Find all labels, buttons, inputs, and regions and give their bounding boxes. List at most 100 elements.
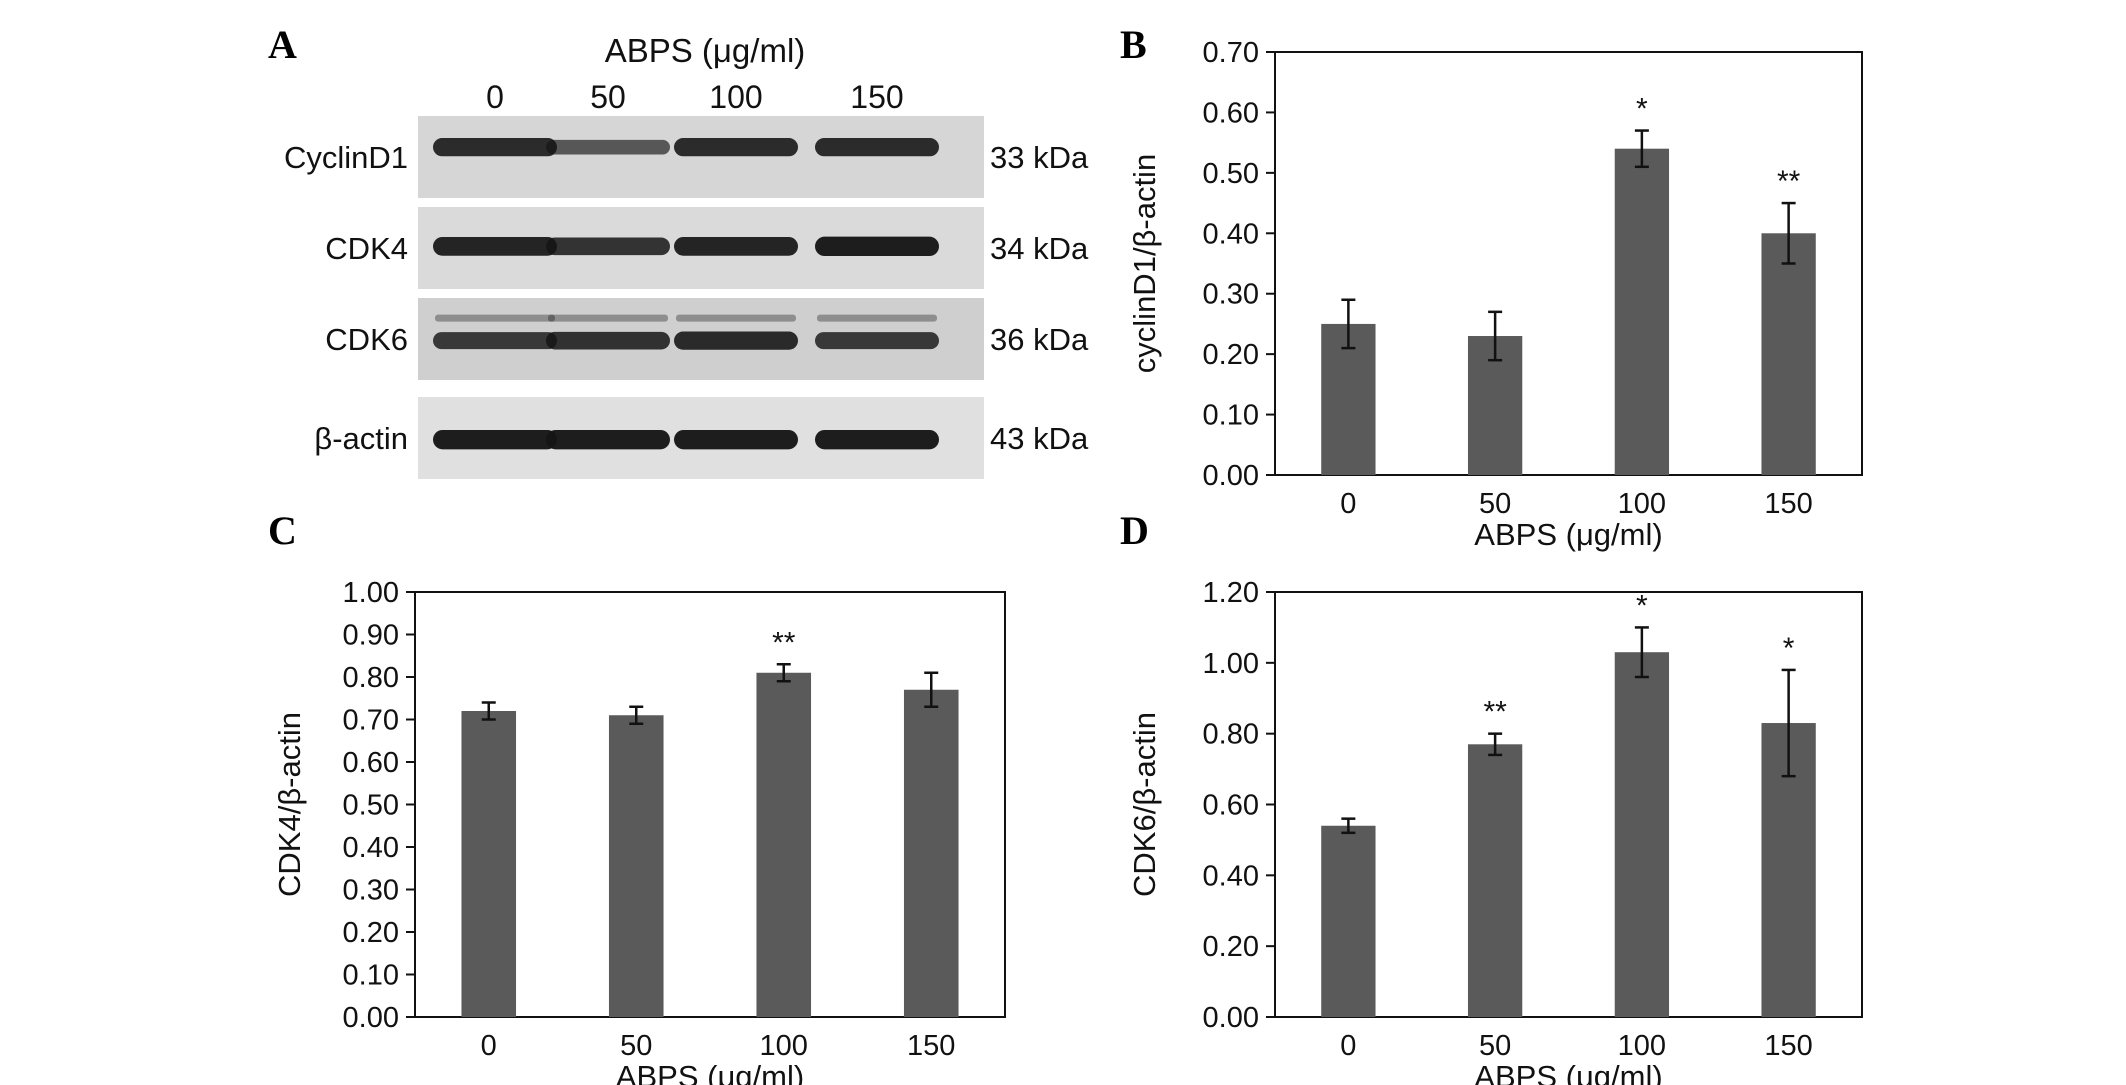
y-tick-label: 1.20 (1203, 577, 1259, 609)
blot-row: β-actin 43 kDa (314, 397, 1089, 479)
blot-band (433, 236, 557, 256)
panel-label: D (1120, 508, 1149, 553)
x-tick-label: 100 (1618, 488, 1666, 520)
blot-band-upper (676, 314, 796, 322)
y-tick-label: 1.00 (343, 577, 399, 609)
y-tick-label: 1.00 (1203, 648, 1259, 680)
blot-band (546, 139, 670, 155)
y-tick-label: 0.80 (343, 662, 399, 694)
chart-panel-d: D 0.00 0.20 0.40 0.60 0.80 1.00 1.20 0 ** 50 * 100 * 1… (1120, 508, 1863, 1085)
x-axis-label: ABPS (μg/ml) (1474, 1059, 1662, 1085)
blot-row: CDK4 34 kDa (325, 207, 1089, 289)
bar (756, 672, 812, 1017)
blot-band (674, 429, 798, 450)
y-tick-label: 0.10 (343, 960, 399, 992)
bar (1761, 233, 1816, 475)
y-tick-label: 0.00 (343, 1002, 399, 1034)
blot-protein-label: CDK6 (325, 322, 408, 357)
significance-marker: * (1783, 632, 1795, 665)
significance-marker: ** (1483, 696, 1507, 729)
blot-size-label: 33 kDa (990, 140, 1089, 175)
y-tick-label: 0.60 (343, 747, 399, 779)
blot-size-label: 34 kDa (990, 231, 1089, 266)
panel-label: B (1120, 22, 1147, 67)
blot-size-label: 36 kDa (990, 322, 1089, 357)
bar (903, 689, 959, 1017)
blot-protein-label: β-actin (314, 421, 408, 456)
y-tick-label: 0.20 (1203, 931, 1259, 963)
blot-band (815, 138, 939, 157)
x-axis-label: ABPS (μg/ml) (1474, 517, 1662, 552)
western-blot-panel: A ABPS (μg/ml) 0 50 100 150 CyclinD1 33 kDaC… (268, 22, 1089, 479)
blot-band (546, 331, 670, 350)
blot-lane-label: 150 (850, 79, 903, 115)
y-axis-label: CDK4/β-actin (272, 712, 307, 897)
chart-panel-c: C 0.00 0.10 0.20 0.30 0.40 0.50 0.60 0.70 0.80 0.9… (268, 508, 1006, 1085)
y-tick-label: 0.90 (343, 620, 399, 652)
y-tick-label: 0.70 (343, 705, 399, 737)
x-tick-label: 100 (760, 1030, 808, 1062)
x-tick-label: 150 (907, 1030, 955, 1062)
x-tick-label: 50 (1479, 1030, 1511, 1062)
blot-size-label: 43 kDa (990, 421, 1089, 456)
y-tick-label: 0.00 (1203, 460, 1259, 492)
significance-marker: * (1636, 93, 1648, 126)
significance-marker: ** (1777, 165, 1801, 198)
blot-band-upper (548, 314, 668, 322)
y-tick-label: 0.50 (343, 790, 399, 822)
y-tick-label: 0.20 (1203, 339, 1259, 371)
x-tick-label: 100 (1618, 1030, 1666, 1062)
y-axis-label: CDK6/β-actin (1127, 712, 1162, 897)
bar (461, 711, 517, 1017)
y-tick-label: 0.80 (1203, 719, 1259, 751)
plot-frame (1274, 51, 1863, 476)
blot-band-upper (817, 314, 937, 322)
x-tick-label: 150 (1764, 1030, 1812, 1062)
y-tick-label: 0.40 (343, 832, 399, 864)
y-tick-label: 0.20 (343, 917, 399, 949)
blot-band-upper (435, 314, 555, 322)
blot-band (815, 236, 939, 257)
blot-protein-label: CDK4 (325, 231, 408, 266)
y-tick-label: 0.10 (1203, 400, 1259, 432)
y-tick-label: 0.30 (343, 875, 399, 907)
y-tick-label: 0.50 (1203, 158, 1259, 190)
bar (1614, 148, 1670, 475)
chart-panel-b: B 0.00 0.10 0.20 0.30 0.40 0.50 0.60 0.70 0 50 * 100… (1120, 22, 1863, 552)
x-tick-label: 0 (1340, 488, 1356, 520)
blot-lane-label: 0 (486, 79, 504, 115)
y-tick-label: 0.70 (1203, 37, 1259, 69)
y-tick-label: 0.30 (1203, 279, 1259, 311)
blot-band (815, 332, 939, 350)
blot-rows: CyclinD1 33 kDa CDK4 34 kDa CDK6 36 kDa β-acti… (284, 116, 1089, 479)
x-tick-label: 0 (481, 1030, 497, 1062)
y-tick-label: 0.40 (1203, 218, 1259, 250)
panel-label: C (268, 508, 297, 553)
blot-row: CyclinD1 33 kDa (284, 116, 1089, 198)
blot-band (433, 332, 557, 350)
blot-lane-label: 100 (709, 79, 762, 115)
blot-lane-labels: 0 50 100 150 (486, 79, 904, 115)
blot-band (433, 429, 557, 450)
x-tick-label: 50 (1479, 488, 1511, 520)
blot-band (546, 237, 670, 256)
blot-lane-label: 50 (590, 79, 626, 115)
x-tick-label: 0 (1340, 1030, 1356, 1062)
y-tick-label: 0.60 (1203, 97, 1259, 129)
blot-row: CDK6 36 kDa (325, 298, 1089, 380)
x-tick-label: 150 (1764, 488, 1812, 520)
y-tick-label: 0.60 (1203, 790, 1259, 822)
bar (608, 715, 664, 1017)
y-axis-label: cyclinD1/β-actin (1127, 154, 1162, 373)
y-tick-label: 0.00 (1203, 1002, 1259, 1034)
bar (1321, 825, 1376, 1017)
blot-band (674, 236, 798, 256)
bar (1467, 744, 1523, 1017)
blot-band (546, 429, 670, 450)
x-tick-label: 50 (620, 1030, 652, 1062)
blot-strip (418, 116, 984, 198)
significance-marker: * (1636, 589, 1648, 622)
blot-band (433, 138, 557, 157)
blot-band (674, 331, 798, 350)
